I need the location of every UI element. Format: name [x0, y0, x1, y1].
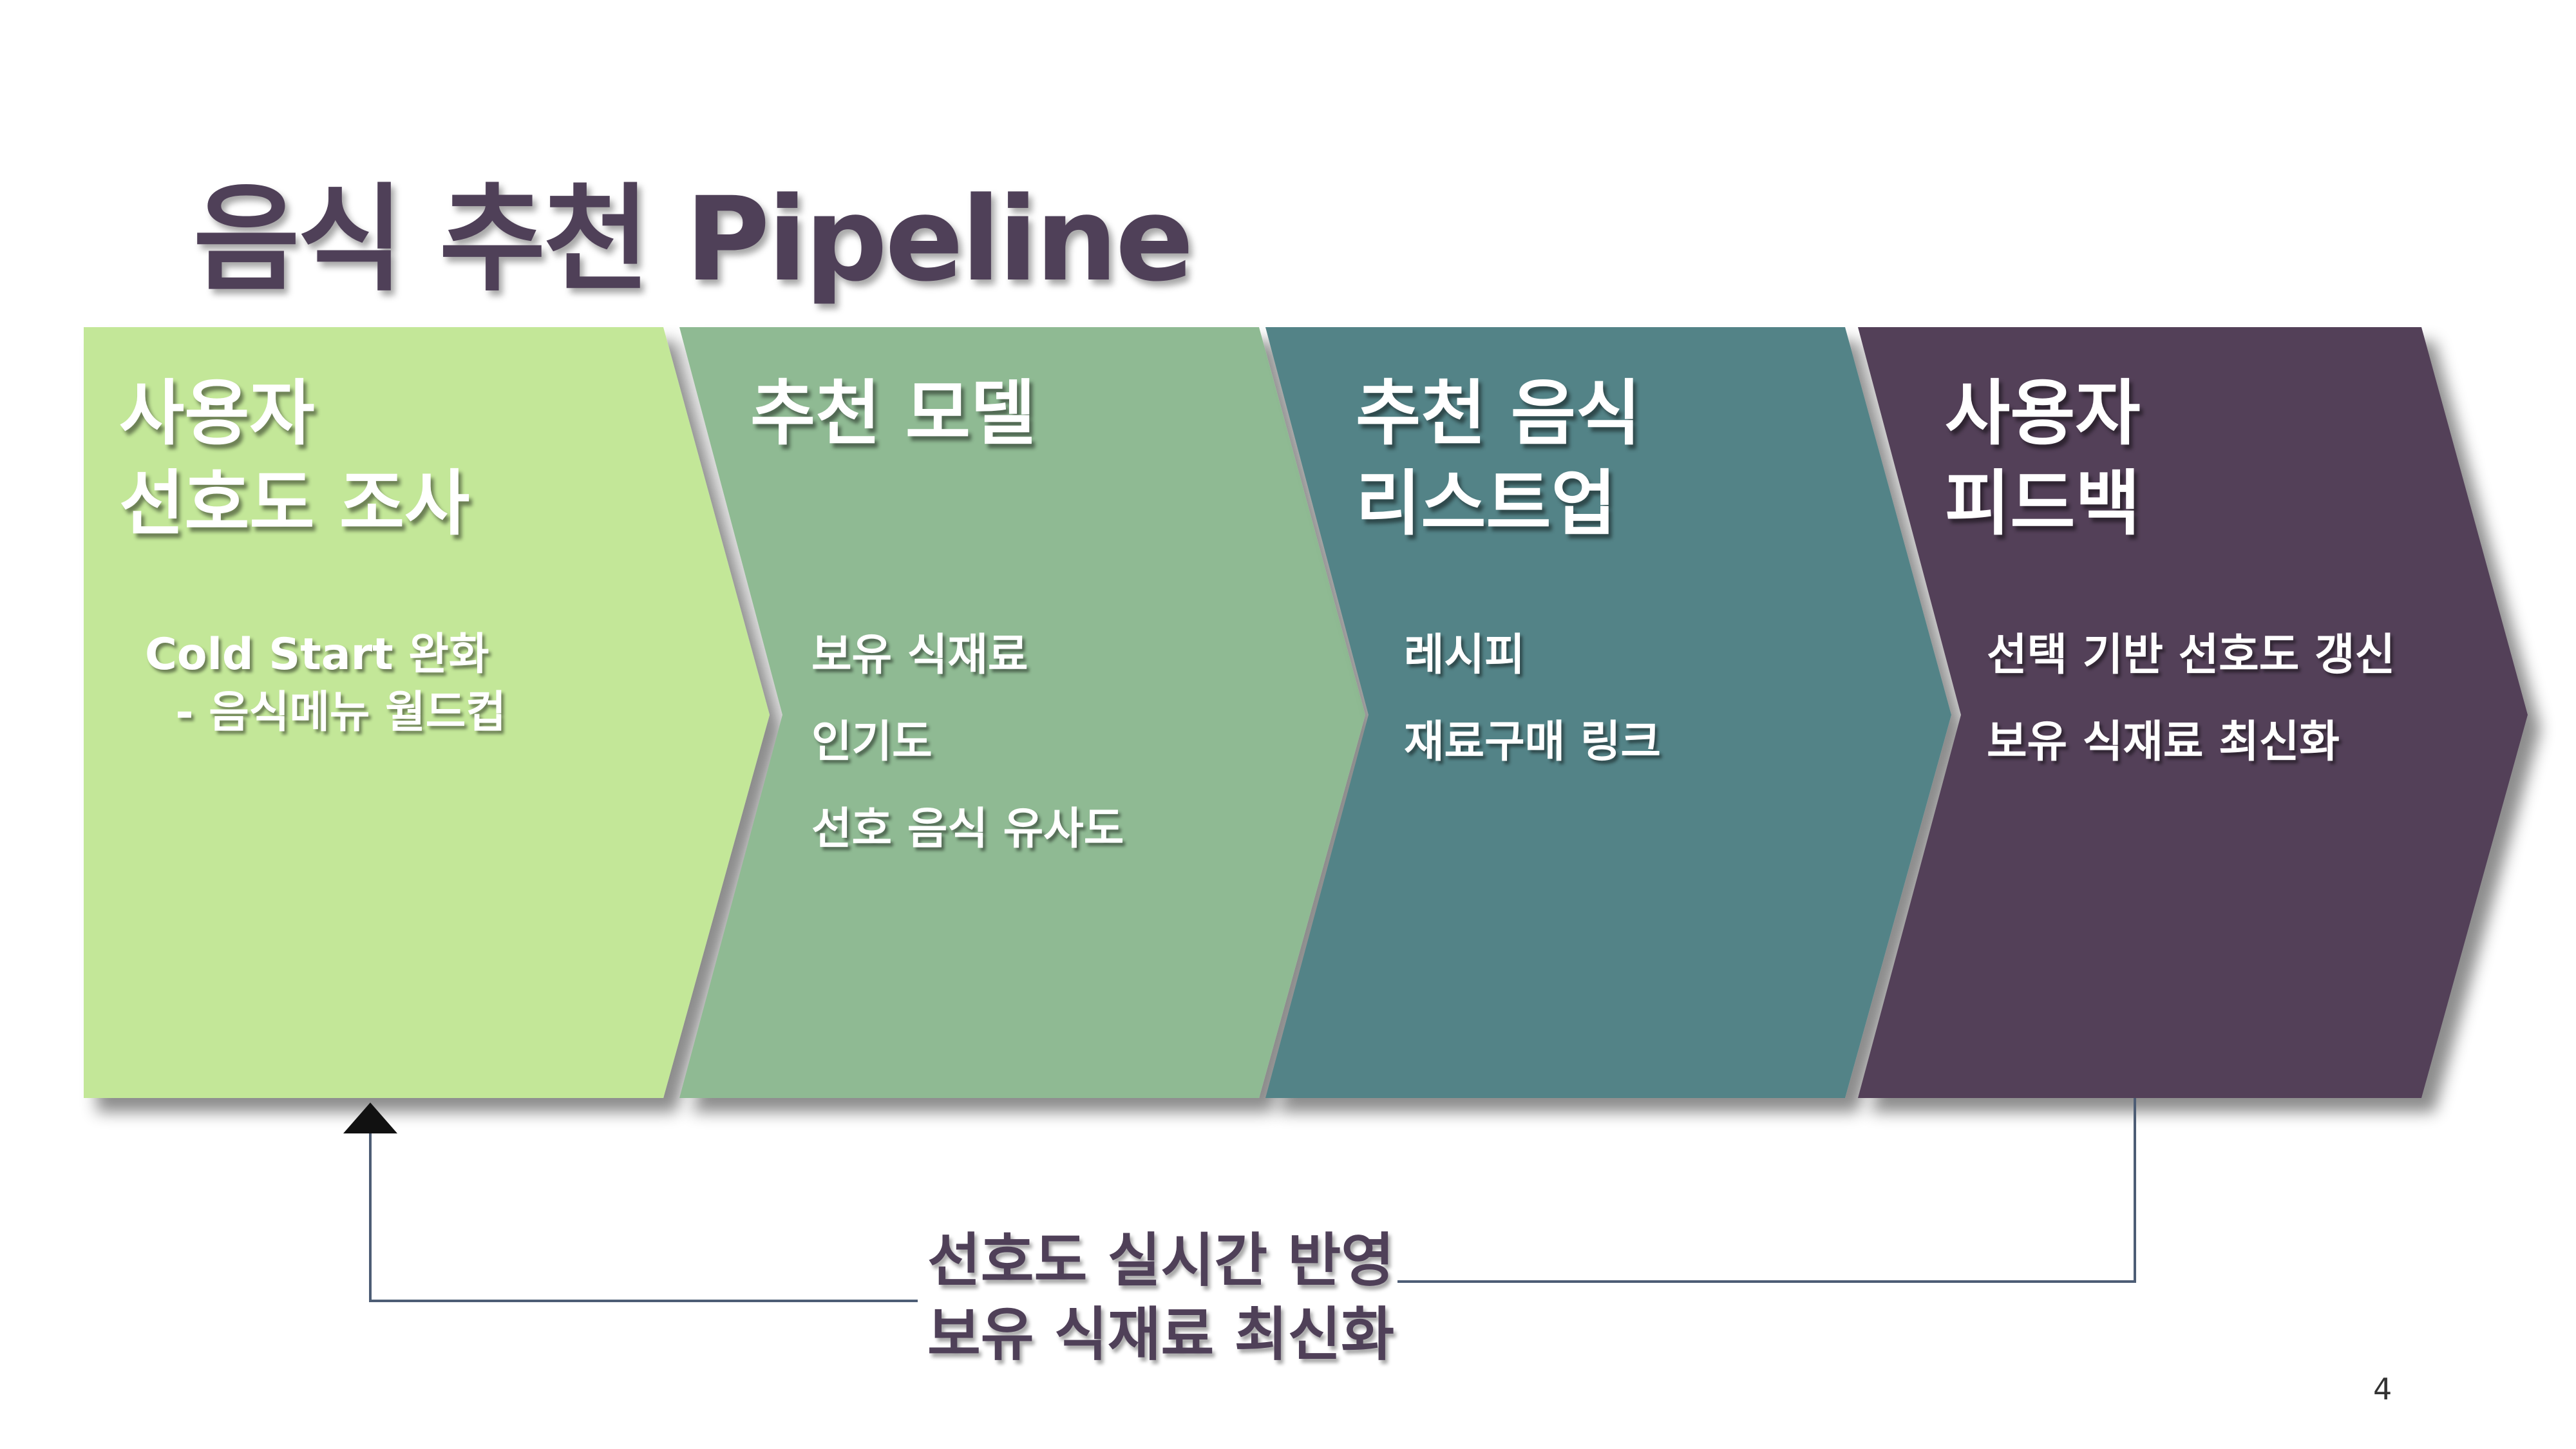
list-item: 보유 식재료 최신화	[1987, 717, 2340, 768]
page-number: 4	[2373, 1372, 2392, 1406]
feedback-loop-caption: 선호도 실시간 반영 보유 식재료 최신화	[927, 1227, 1395, 1368]
triangle-up-arrow-icon	[343, 1103, 397, 1133]
list-item: 재료구매 링크	[1404, 717, 1662, 768]
stage-4-title: 사용자 피드백	[1945, 372, 2141, 545]
feedback-loop-line-left	[369, 1130, 918, 1302]
page-title: 음식 추천 Pipeline	[193, 173, 1194, 307]
list-item: 레시피	[1404, 630, 1525, 681]
list-item: 인기도	[811, 717, 933, 768]
stage-1-items: Cold Start 완화 - 음식메뉴 월드컵	[145, 626, 506, 742]
stage-3-shape	[1265, 327, 1951, 1098]
stage-3-title: 추천 음식 리스트업	[1356, 372, 1642, 545]
list-item: 선택 기반 선호도 갱신	[1987, 630, 2396, 681]
stage-1-title: 사용자 선호도 조사	[119, 372, 470, 545]
list-item: Cold Start 완화	[145, 629, 489, 680]
stage-1-shape	[84, 327, 770, 1098]
list-item: 보유 식재료	[811, 630, 1028, 681]
stage-2-shape	[679, 327, 1365, 1098]
stage-2-title: 추천 모델	[750, 372, 1036, 455]
stage-2-items: 보유 식재료 인기도 선호 음식 유사도	[811, 612, 1124, 873]
stage-3-items: 레시피 재료구매 링크	[1404, 612, 1661, 786]
stage-4-items: 선택 기반 선호도 갱신 보유 식재료 최신화	[1987, 612, 2395, 786]
list-item: - 음식메뉴 월드컵	[145, 687, 506, 738]
list-item: 선호 음식 유사도	[811, 804, 1124, 855]
feedback-loop-line	[1397, 1098, 2136, 1283]
stage-4-shape	[1858, 327, 2528, 1098]
